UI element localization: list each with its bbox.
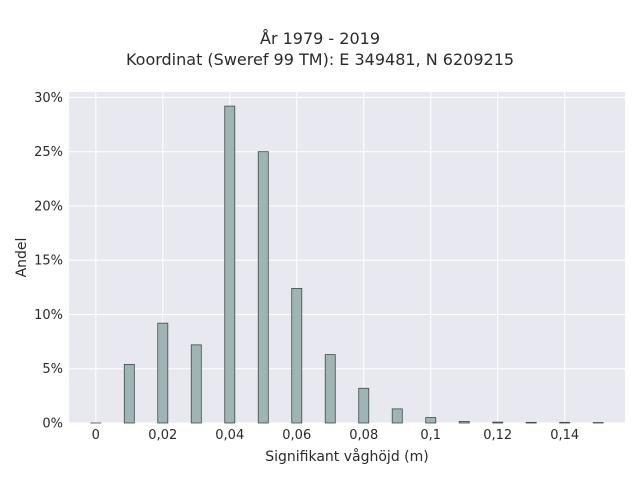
y-tick-label: 15% <box>34 254 63 269</box>
x-tick-labels: 0 0,02 0,04 0,06 0,08 0,1 0,12 0,14 <box>92 428 580 443</box>
x-tick-label: 0,02 <box>148 428 177 443</box>
y-tick-label: 0% <box>42 417 63 432</box>
x-tick-label: 0,1 <box>420 428 441 443</box>
histogram-bar <box>190 344 202 424</box>
histogram-bar <box>358 387 370 424</box>
bars <box>90 105 604 424</box>
histogram-bar <box>324 354 336 424</box>
histogram-bar <box>425 417 437 424</box>
histogram-bar <box>525 421 537 424</box>
x-axis-title: Signifikant våghöjd (m) <box>265 448 428 465</box>
x-tick-label: 0,06 <box>282 428 311 443</box>
histogram-bar <box>123 363 135 424</box>
y-axis-title: Andel <box>14 238 30 278</box>
y-tick-label: 25% <box>34 145 63 160</box>
y-tick-label: 5% <box>42 362 63 377</box>
histogram-bar <box>257 151 269 424</box>
y-tick-label: 20% <box>34 199 63 214</box>
x-tick-label: 0,08 <box>349 428 378 443</box>
y-tick-label: 10% <box>34 308 63 323</box>
histogram-bar <box>157 322 169 424</box>
y-tick-labels: 0% 5% 10% 15% 20% 25% 30% <box>34 91 63 432</box>
histogram-bar <box>458 420 470 424</box>
y-tick-label: 30% <box>34 91 63 106</box>
histogram-bar <box>559 421 571 424</box>
chart-title: År 1979 - 2019 <box>260 29 380 48</box>
plot-area <box>69 92 625 423</box>
histogram-bar <box>391 408 403 424</box>
x-tick-label: 0,14 <box>550 428 579 443</box>
x-tick-label: 0,12 <box>483 428 512 443</box>
x-tick-label: 0,04 <box>215 428 244 443</box>
histogram-bar <box>224 105 236 424</box>
histogram-bar <box>492 421 504 424</box>
chart-subtitle: Koordinat (Sweref 99 TM): E 349481, N 62… <box>125 50 515 69</box>
histogram-bar <box>291 288 303 424</box>
x-tick-label: 0 <box>92 428 100 443</box>
